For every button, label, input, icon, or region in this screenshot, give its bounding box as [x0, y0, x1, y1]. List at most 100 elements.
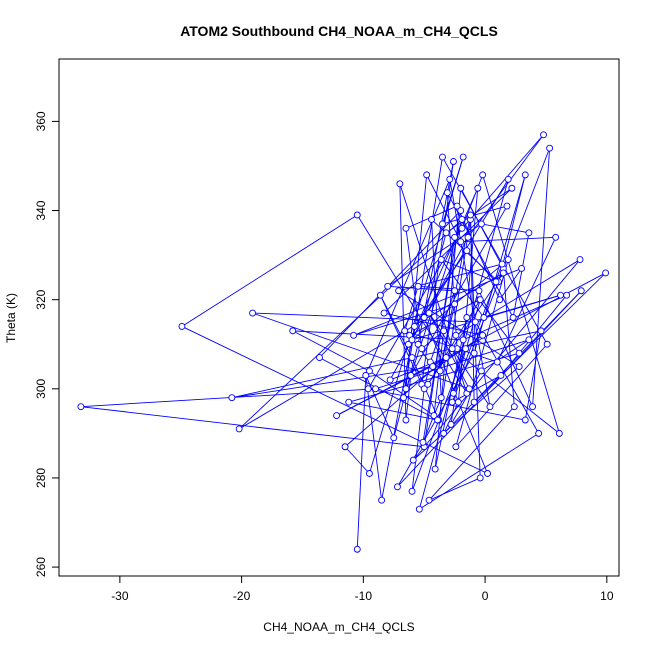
data-point	[462, 345, 470, 353]
data-point	[471, 318, 479, 326]
data-point	[249, 309, 257, 317]
data-point	[408, 354, 416, 362]
series-segment	[389, 237, 469, 381]
series-segment	[443, 401, 459, 434]
series-segment	[499, 268, 522, 300]
y-axis: 260 280 300 320 340 360	[34, 111, 60, 577]
data-point	[463, 314, 471, 321]
series-segment	[231, 366, 433, 399]
data-point	[400, 394, 407, 402]
series-segment	[398, 290, 520, 367]
data-point	[451, 300, 459, 308]
data-point	[555, 429, 563, 437]
data-point	[463, 247, 471, 255]
series-segment	[368, 388, 526, 421]
x-axis: -30 -20 -10 0 10	[111, 575, 614, 603]
data-point	[414, 340, 422, 348]
data-point	[493, 358, 501, 366]
series-segment	[399, 183, 407, 421]
series-segment	[404, 286, 419, 332]
data-point	[518, 265, 526, 272]
data-point	[451, 233, 459, 241]
data-point	[390, 434, 398, 442]
series-segment	[397, 290, 582, 488]
data-point	[436, 367, 444, 375]
series-segment	[405, 228, 423, 349]
data-point	[447, 421, 455, 428]
x-axis-label: CH4_NOAA_m_CH4_QCLS	[263, 620, 414, 634]
series-segment	[367, 228, 463, 390]
data-point	[465, 385, 473, 393]
data-point	[503, 202, 511, 210]
y-tick-label: 360	[34, 111, 48, 131]
data-point	[362, 371, 370, 379]
series-segment	[428, 477, 481, 501]
x-tick-label: 0	[482, 589, 489, 603]
series-segment	[512, 232, 530, 318]
series-segment	[365, 375, 383, 501]
data-point	[393, 483, 401, 491]
data-point	[515, 349, 523, 357]
series-segment	[455, 259, 509, 447]
x-tick-label: -10	[355, 589, 373, 603]
data-point	[437, 394, 445, 402]
data-point	[420, 385, 428, 393]
data-point	[470, 349, 478, 357]
data-point	[333, 412, 341, 420]
data-point	[479, 331, 487, 339]
series-segment	[353, 303, 455, 336]
series-segment	[496, 237, 557, 363]
series-segment	[481, 339, 530, 372]
data-point	[442, 229, 450, 237]
y-tick-label: 320	[34, 289, 48, 309]
data-point	[77, 403, 85, 411]
series-segment	[414, 250, 468, 327]
data-point	[378, 496, 386, 504]
data-point	[437, 256, 445, 264]
data-point	[439, 153, 446, 161]
y-axis-label: Theta (K)	[4, 293, 18, 343]
series-segment	[466, 250, 497, 283]
series-segment	[348, 401, 438, 421]
data-point	[386, 376, 394, 384]
data-point	[557, 291, 565, 299]
series-segment	[419, 432, 539, 510]
data-point	[428, 215, 435, 223]
series-segment	[365, 179, 451, 376]
data-point	[521, 171, 529, 179]
series-segment	[428, 312, 470, 390]
series-segment	[426, 174, 462, 242]
data-point	[365, 367, 373, 375]
data-point	[440, 429, 448, 437]
data-point	[235, 425, 243, 433]
series-segment	[481, 223, 529, 234]
data-point	[401, 327, 409, 335]
data-point	[467, 211, 474, 219]
data-point	[504, 256, 512, 264]
data-point	[442, 354, 450, 362]
data-point	[497, 371, 505, 379]
series-segment	[252, 312, 476, 323]
data-point	[546, 144, 554, 152]
data-point	[454, 398, 462, 406]
series-layer	[77, 131, 610, 553]
data-point	[289, 327, 297, 335]
data-point	[479, 171, 487, 179]
data-point	[372, 385, 379, 393]
data-point	[563, 291, 571, 299]
data-point	[448, 398, 456, 406]
data-point	[353, 545, 361, 553]
series-segment	[375, 339, 530, 390]
series-segment	[238, 272, 504, 430]
data-point	[515, 363, 523, 370]
data-point	[552, 233, 560, 241]
series-segment	[231, 348, 453, 399]
series-segment	[381, 326, 415, 501]
data-point	[420, 314, 428, 321]
data-point	[365, 470, 373, 477]
series-segment	[418, 179, 509, 510]
y-tick-label: 300	[34, 378, 48, 398]
series-segment	[344, 446, 370, 474]
data-point	[402, 385, 410, 393]
data-point	[345, 398, 353, 406]
